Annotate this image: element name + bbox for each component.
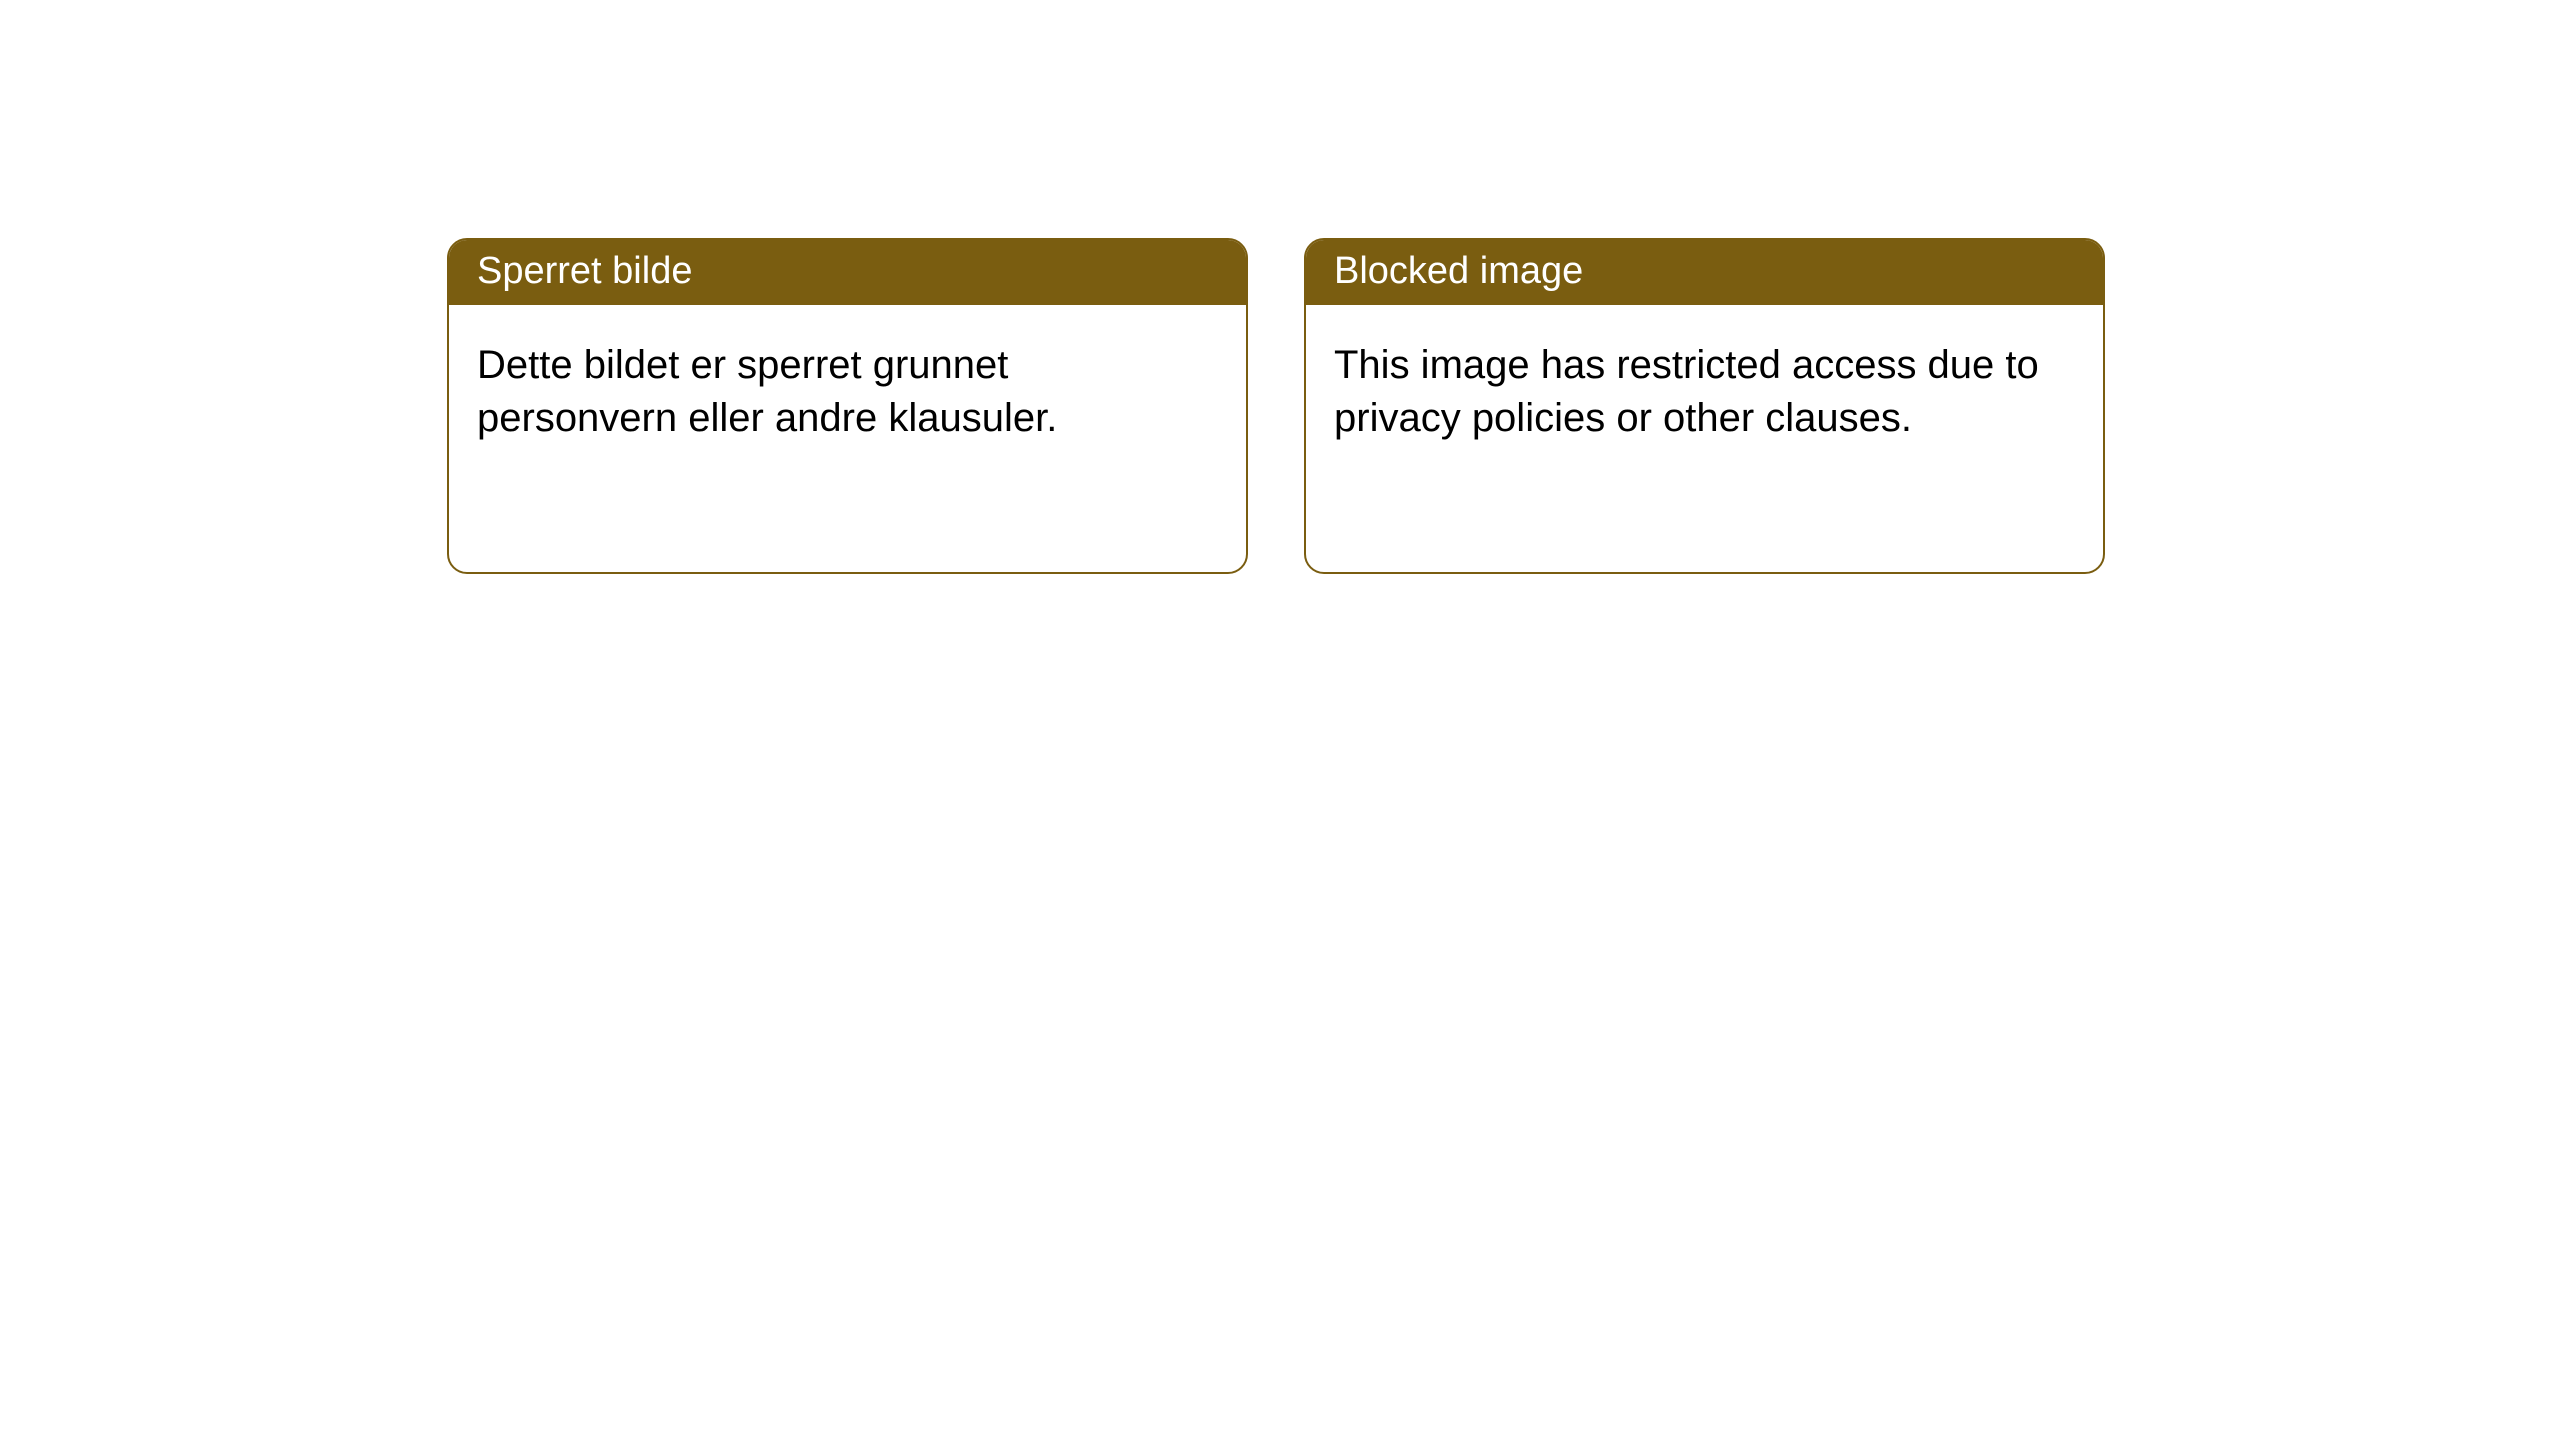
card-body-no: Dette bildet er sperret grunnet personve… [449,305,1246,479]
blocked-image-cards-container: Sperret bilde Dette bildet er sperret gr… [447,238,2105,574]
card-header-en: Blocked image [1306,240,2103,305]
blocked-image-card-no: Sperret bilde Dette bildet er sperret gr… [447,238,1248,574]
card-body-en: This image has restricted access due to … [1306,305,2103,479]
blocked-image-card-en: Blocked image This image has restricted … [1304,238,2105,574]
card-header-no: Sperret bilde [449,240,1246,305]
